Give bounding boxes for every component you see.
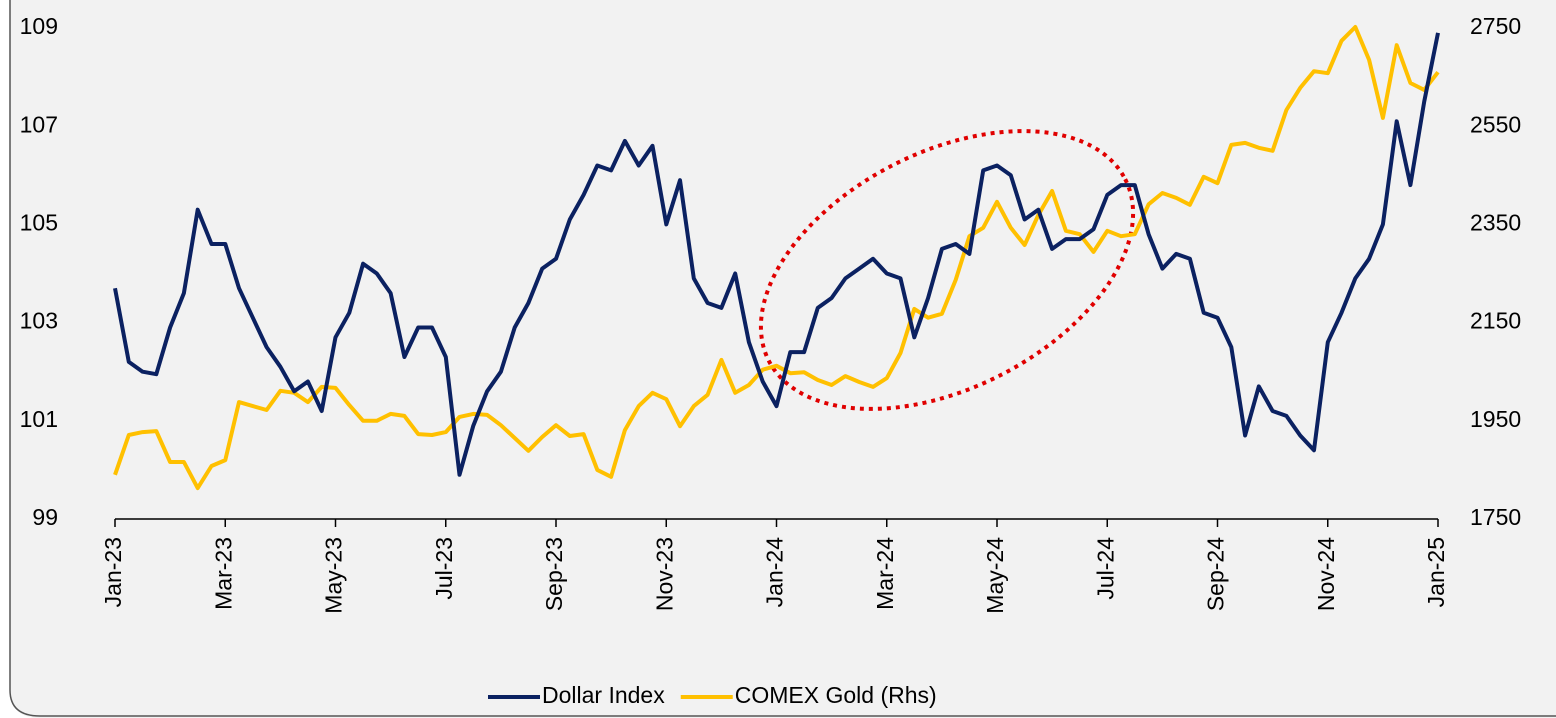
y2-tick-label: 2550 bbox=[1470, 111, 1521, 137]
x-tick-label: Jul-23 bbox=[431, 537, 457, 600]
x-tick-label: May-23 bbox=[321, 537, 347, 614]
legend-label: COMEX Gold (Rhs) bbox=[735, 682, 937, 708]
x-tick-label: Sep-23 bbox=[541, 537, 567, 611]
x-tick-label: May-24 bbox=[982, 537, 1008, 614]
y2-tick-label: 1750 bbox=[1470, 504, 1521, 530]
highlight-ellipse bbox=[758, 129, 1136, 411]
x-tick-label: Jan-24 bbox=[762, 537, 788, 608]
x-tick-label: Mar-23 bbox=[210, 537, 236, 610]
y-tick-label: 101 bbox=[20, 406, 58, 432]
y-tick-label: 103 bbox=[20, 308, 58, 334]
y-tick-label: 107 bbox=[20, 111, 58, 137]
x-tick-label: Jul-24 bbox=[1092, 537, 1118, 600]
series-line bbox=[113, 32, 1440, 477]
x-tick-label: Mar-24 bbox=[872, 537, 898, 610]
y2-tick-label: 1950 bbox=[1470, 406, 1521, 432]
frame bbox=[9, 0, 1556, 717]
y2-tick-label: 2350 bbox=[1470, 209, 1521, 235]
y2-tick-label: 2150 bbox=[1470, 308, 1521, 334]
x-tick-label: Nov-23 bbox=[651, 537, 677, 611]
legend-label: Dollar Index bbox=[542, 682, 665, 708]
x-tick-label: Jan-23 bbox=[100, 537, 126, 607]
y-tick-label: 109 bbox=[20, 13, 58, 39]
series-line bbox=[113, 25, 1440, 491]
x-tick-label: Nov-24 bbox=[1313, 537, 1339, 611]
y-tick-label: 99 bbox=[32, 504, 58, 530]
y-tick-label: 105 bbox=[20, 209, 58, 235]
x-tick-label: Sep-24 bbox=[1203, 537, 1229, 611]
x-tick-label: Jan-25 bbox=[1423, 537, 1449, 607]
y2-tick-label: 2750 bbox=[1470, 13, 1521, 39]
